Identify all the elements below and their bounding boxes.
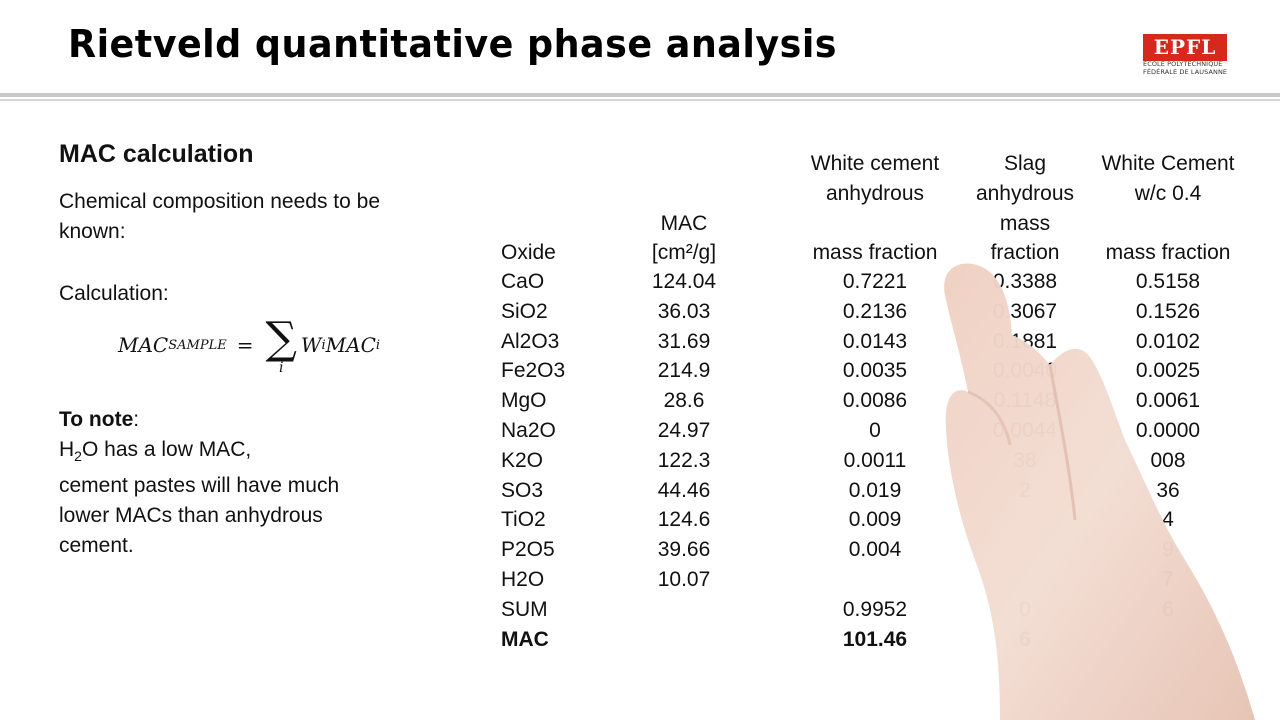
finger-shadow (967, 390, 1012, 446)
header-wcw-line3: mass fraction (1105, 241, 1231, 264)
logo-line-2: FÉDÉRALE DE LAUSANNE (1143, 67, 1228, 76)
intro-line-2: known: (59, 220, 126, 243)
formula-sum: ∑ i (265, 313, 297, 376)
cell-mac: 31.69 (657, 329, 711, 353)
sigma-index: i (278, 360, 284, 376)
cell-mac: 214.9 (657, 359, 711, 383)
cell-wcw: 0.0061 (1135, 389, 1201, 413)
formula-w-sub: i (321, 337, 326, 353)
cell-wcw: 0.5158 (1135, 270, 1201, 293)
header-wc-line1: White cement (810, 152, 940, 175)
note-line-4: cement. (59, 534, 134, 558)
note-line-2: cement pastes will have much (59, 474, 340, 498)
cell-oxide: CaO (501, 270, 545, 293)
cell-oxide: Fe2O3 (501, 359, 566, 383)
cell-oxide: Al2O3 (501, 329, 560, 353)
cell-wc: 0.0011 (843, 448, 907, 472)
cell-mac: 124.6 (657, 508, 711, 532)
header-wcw-line1: White Cement (1101, 152, 1235, 175)
cell-wc: 0.9952 (842, 597, 908, 621)
formula-equals: = (236, 333, 254, 357)
note-line-3: lower MACs than anhydrous (59, 504, 323, 528)
cell-wc: 0.019 (848, 478, 902, 502)
cell-oxide: K2O (501, 448, 544, 472)
logo-mark: EPFL (1143, 34, 1227, 61)
cell-mac: 28.6 (663, 389, 705, 413)
cell-mac: 39.66 (657, 538, 711, 562)
logo-line-1: ÉCOLE POLYTECHNIQUE (1143, 60, 1223, 68)
title-divider-secondary (0, 99, 1280, 101)
cell-wcw: 36 (1156, 478, 1180, 502)
header-slag-line4: fraction (990, 241, 1060, 264)
cell-wc: 0.004 (848, 538, 902, 562)
cell-oxide: P2O5 (501, 538, 555, 562)
note-o: O has a low MAC, (81, 438, 252, 461)
cell-mac: 124.04 (651, 270, 717, 293)
cell-wc: 101.46 (842, 627, 908, 651)
header-slag-line1: Slag (1003, 152, 1047, 175)
cell-wc: 0 (869, 419, 881, 442)
header-wcw-line2: w/c 0.4 (1134, 182, 1202, 205)
cell-oxide: SO3 (501, 478, 544, 502)
cell-wcw: 008 (1150, 448, 1186, 472)
note-colon: : (133, 408, 140, 431)
cell-mac: 24.97 (657, 419, 711, 442)
note-h: H (59, 438, 75, 461)
header-slag-line2: anhydrous (975, 182, 1075, 205)
header-oxide: Oxide (501, 241, 556, 264)
cell-wcw: 4 (1162, 508, 1174, 532)
calculation-label: Calculation: (59, 282, 169, 305)
left-column: MAC calculation Chemical composition nee… (59, 140, 459, 561)
cell-oxide: MAC (501, 627, 549, 651)
cell-oxide: MgO (501, 389, 547, 413)
cell-wc: 0.0086 (842, 389, 908, 413)
hand-shadow (1048, 364, 1077, 521)
cell-wcw: 0.0102 (1135, 329, 1201, 353)
cell-oxide: TiO2 (501, 508, 546, 532)
formula-mac: MAC (325, 333, 376, 357)
formula-lhs: MAC (118, 333, 169, 357)
intro-line-1: Chemical composition needs to be (59, 190, 381, 213)
cell-mac: 10.07 (657, 568, 711, 591)
cell-mac: 36.03 (657, 299, 711, 323)
cell-wcw: 0.1526 (1135, 299, 1201, 323)
cell-oxide: SiO2 (501, 299, 548, 323)
slide-title: Rietveld quantitative phase analysis (68, 22, 838, 66)
formula-mac-sub: i (375, 337, 381, 353)
cell-wc: 0.2136 (842, 299, 908, 323)
header-slag-line3: mass (999, 212, 1051, 235)
header-wc-line2: anhydrous (825, 182, 925, 205)
epfl-logo: EPFL ÉCOLE POLYTECHNIQUE FÉDÉRALE DE LAU… (1143, 34, 1227, 76)
header-wc-line3: mass fraction (812, 241, 938, 264)
cell-oxide: H2O (501, 568, 545, 591)
cell-mac: 122.3 (657, 448, 711, 472)
cell-wc: 0.7221 (842, 270, 908, 293)
title-divider (0, 93, 1280, 97)
cell-oxide: Na2O (501, 419, 556, 442)
cell-wc: 0.0143 (842, 329, 908, 353)
header-mac-line2: [cm²/g] (651, 241, 717, 264)
cell-oxide: SUM (501, 597, 548, 621)
sigma-symbol: ∑ (265, 313, 297, 364)
cell-wcw: 0.0000 (1135, 419, 1201, 442)
header-mac-line1: MAC (660, 212, 708, 235)
cell-wc: 0.009 (848, 508, 902, 532)
formula-lhs-sub: SAMPLE (168, 337, 227, 353)
hand-shape (944, 263, 1255, 720)
note-label: To note (59, 408, 134, 431)
cell-mac: 44.46 (657, 478, 711, 502)
cell-wc: 0.0035 (842, 359, 908, 383)
intro-text: Chemical composition needs to be known: (59, 187, 459, 247)
section-heading: MAC calculation (59, 140, 254, 168)
note-h-sub: 2 (74, 448, 82, 465)
cell-wcw: 0.0025 (1135, 359, 1201, 383)
formula-w: W (300, 333, 322, 357)
note-text: To note: H2O has a low MAC, cement paste… (59, 405, 459, 561)
cell-slag: 0.3388 (992, 270, 1058, 293)
